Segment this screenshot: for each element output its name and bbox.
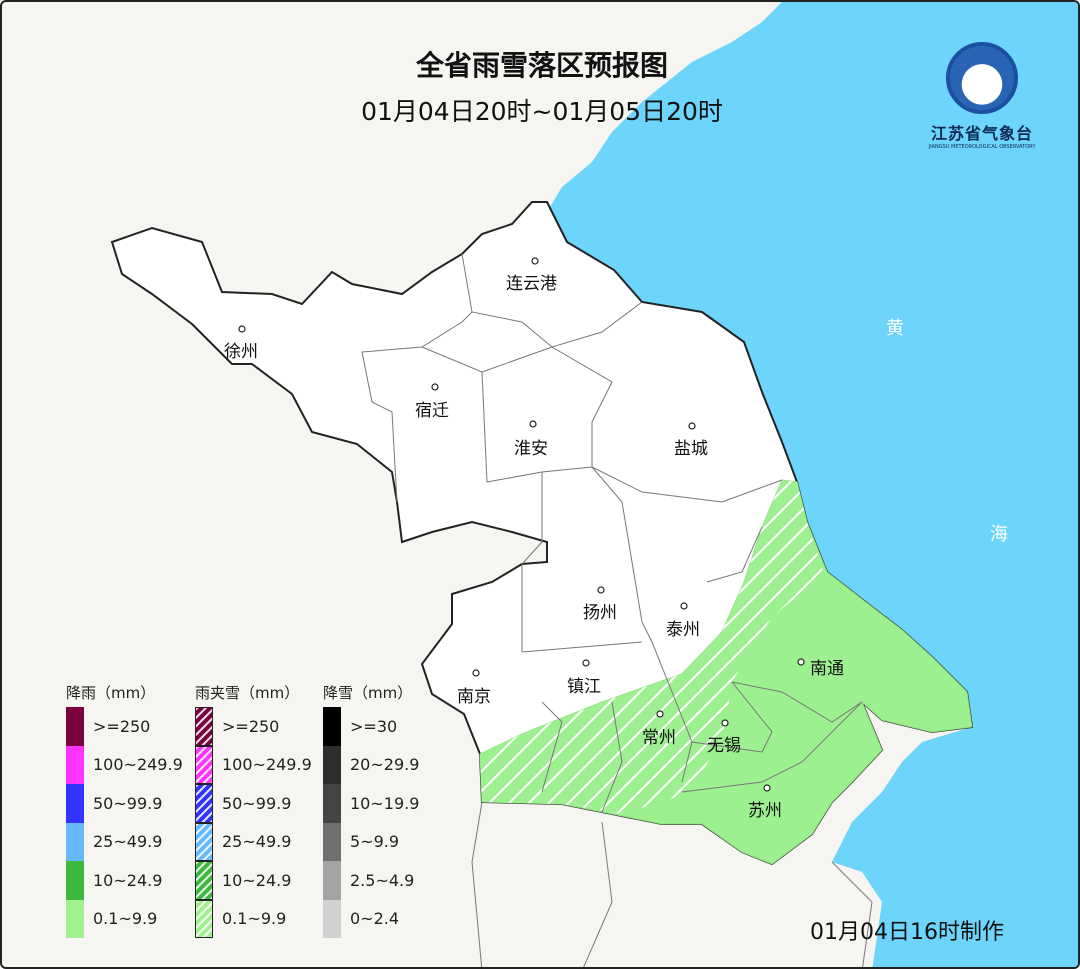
city-label: 淮安 (514, 439, 548, 459)
legend-swatch (66, 822, 84, 861)
city-label: 南通 (810, 659, 844, 679)
observatory-logo: 江苏省气象台 JIANGSU METEOROLOGICAL OBSERVATOR… (907, 42, 1057, 150)
city-label: 扬州 (583, 603, 617, 623)
legend-swatch (66, 707, 84, 746)
legend-swatch (323, 707, 341, 746)
city-label: 宿迁 (415, 401, 449, 421)
legend-item: 10~24.9 (66, 861, 183, 900)
legend-label: 20~29.9 (350, 755, 420, 775)
legend-swatch (66, 745, 84, 784)
logo-emblem-icon (946, 42, 1018, 114)
legend-label: 50~99.9 (222, 793, 292, 813)
legend-item: 10~19.9 (323, 784, 419, 823)
sleet-area-light (480, 480, 824, 814)
legend-label: 10~19.9 (350, 793, 420, 813)
legend-swatch (323, 745, 341, 784)
sea (550, 2, 1078, 967)
legend-label: 100~249.9 (222, 755, 312, 775)
legend-swatch (66, 899, 84, 938)
legend-item: 25~49.9 (195, 822, 312, 861)
city-label: 镇江 (567, 677, 601, 697)
legend-item: 5~9.9 (323, 822, 419, 861)
legend-label: >=250 (93, 716, 151, 736)
legend-item: 20~29.9 (323, 745, 420, 784)
legend-item: >=250 (66, 707, 183, 746)
legend-swatch (195, 899, 213, 938)
city-label: 苏州 (748, 801, 782, 821)
legend-swatch (195, 861, 213, 900)
issued-time: 01月04日16时制作 (810, 920, 1004, 945)
legend-item: >=30 (323, 707, 419, 746)
city-label: 南京 (457, 687, 491, 707)
legend-swatch (195, 745, 213, 784)
legend-label: >=250 (222, 716, 280, 736)
legend-label: 100~249.9 (93, 755, 183, 775)
legend-label: 5~9.9 (350, 832, 400, 852)
legend-item: >=250 (195, 707, 312, 746)
legend-label: 10~24.9 (93, 870, 163, 890)
legend-label: >=30 (350, 716, 398, 736)
legend-item: 100~249.9 (195, 745, 312, 784)
forecast-period: 01月04日20时~01月05日20时 (361, 97, 723, 126)
city-label: 常州 (642, 728, 676, 748)
legend-sleet: 雨夹雪（mm） >=250 100~249.9 50~99.9 25~49.9 10~2… (195, 682, 312, 938)
legend-swatch (323, 861, 341, 900)
legend-swatch (323, 784, 341, 823)
legend-item: 100~249.9 (66, 745, 183, 784)
legend-swatch (195, 707, 213, 746)
city-label: 连云港 (506, 274, 557, 294)
legend-swatch (195, 822, 213, 861)
legend-item: 50~99.9 (195, 784, 312, 823)
legend-title: 降雨（mm） (66, 684, 156, 702)
city-label: 徐州 (224, 342, 258, 362)
legend-item: 0~2.4 (323, 899, 419, 938)
legend-swatch (66, 861, 84, 900)
legend-swatch (323, 899, 341, 938)
legend-item: 25~49.9 (66, 822, 183, 861)
legend-snow: 降雪（mm） >=30 20~29.9 10~19.9 5~9.9 2.5~4.9 0~2… (323, 682, 419, 938)
legend-title: 降雪（mm） (323, 684, 413, 702)
city-markers (238, 257, 805, 792)
legend-item: 2.5~4.9 (323, 861, 419, 900)
logo-name-en: JIANGSU METEOROLOGICAL OBSERVATORY (928, 144, 1036, 150)
legend-label: 10~24.9 (222, 870, 292, 890)
legend-rain: 降雨（mm） >=250 100~249.9 50~99.9 25~49.9 10~24… (66, 682, 183, 938)
logo-name: 江苏省气象台 (930, 124, 1033, 143)
legend-label: 50~99.9 (93, 793, 163, 813)
city-boundaries (361, 253, 873, 967)
legend-item: 0.1~9.9 (195, 899, 312, 938)
city-label: 泰州 (666, 620, 700, 640)
sea-label: 海 (990, 524, 1008, 545)
legend-item: 10~24.9 (195, 861, 312, 900)
map-title: 全省雨雪落区预报图 (415, 49, 668, 82)
legend-item: 0.1~9.9 (66, 899, 183, 938)
legend-title: 雨夹雪（mm） (195, 684, 300, 702)
legend-swatch (66, 784, 84, 823)
legend-label: 25~49.9 (93, 832, 163, 852)
city-label: 无锡 (707, 736, 741, 756)
legend-label: 0~2.4 (350, 909, 400, 929)
legend-item: 50~99.9 (66, 784, 183, 823)
legend-label: 2.5~4.9 (350, 870, 415, 890)
legend-label: 0.1~9.9 (222, 909, 287, 929)
sea-label: 黄 (886, 318, 904, 339)
legend-swatch (323, 822, 341, 861)
legend-label: 0.1~9.9 (93, 909, 158, 929)
legend-label: 25~49.9 (222, 832, 292, 852)
legend-swatch (195, 784, 213, 823)
city-label: 盐城 (674, 439, 708, 459)
